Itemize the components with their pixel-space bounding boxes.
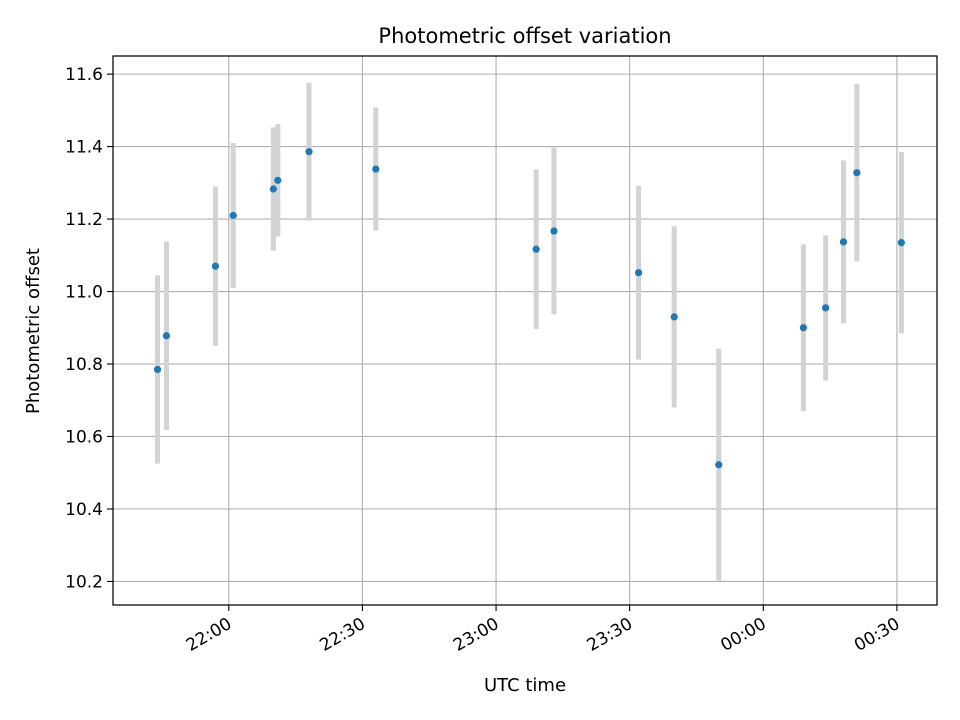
- data-point: [822, 304, 830, 312]
- data-point: [550, 227, 558, 235]
- data-point: [715, 461, 723, 469]
- y-axis-title: Photometric offset: [23, 248, 44, 414]
- data-point: [839, 238, 848, 246]
- chart-title: Photometric offset variation: [378, 24, 671, 48]
- data-point: [274, 176, 282, 184]
- data-point: [634, 269, 643, 277]
- data-point: [799, 324, 807, 332]
- x-tick-label: 23:00: [450, 614, 502, 656]
- y-tick-label: 10.6: [65, 427, 103, 447]
- data-point: [372, 165, 380, 173]
- tick-layer: 22:00 22:30 23:00 23:30 00:00 00:30 10.2 10.4 10…: [65, 65, 903, 656]
- data-point: [532, 245, 540, 253]
- y-tick-label: 11.0: [65, 283, 103, 303]
- plot-frame: [112, 55, 938, 606]
- data-point: [162, 332, 171, 340]
- y-tick-label: 10.2: [65, 572, 103, 592]
- x-tick-label: 22:00: [183, 614, 235, 656]
- y-tick-label: 11.2: [65, 210, 103, 230]
- point-layer: [153, 148, 905, 469]
- x-tick-label: 00:30: [851, 614, 903, 656]
- y-tick-label: 11.6: [65, 65, 103, 85]
- grid-layer: [113, 56, 937, 605]
- x-tick-label: 22:30: [316, 614, 368, 656]
- y-tick-label: 10.4: [65, 500, 103, 520]
- data-point: [897, 239, 905, 247]
- data-point: [305, 148, 313, 156]
- data-point: [153, 365, 162, 374]
- data-point: [211, 262, 220, 270]
- x-tick-label: 00:00: [717, 614, 769, 656]
- errorbar-layer: [155, 82, 904, 581]
- y-tick-label: 10.8: [65, 355, 103, 375]
- data-point: [269, 185, 277, 193]
- data-point: [853, 169, 861, 177]
- data-point: [229, 211, 237, 220]
- x-axis-title: UTC time: [484, 675, 566, 696]
- y-tick-label: 11.4: [65, 138, 103, 158]
- x-tick-label: 23:30: [584, 614, 636, 656]
- data-point: [670, 313, 678, 321]
